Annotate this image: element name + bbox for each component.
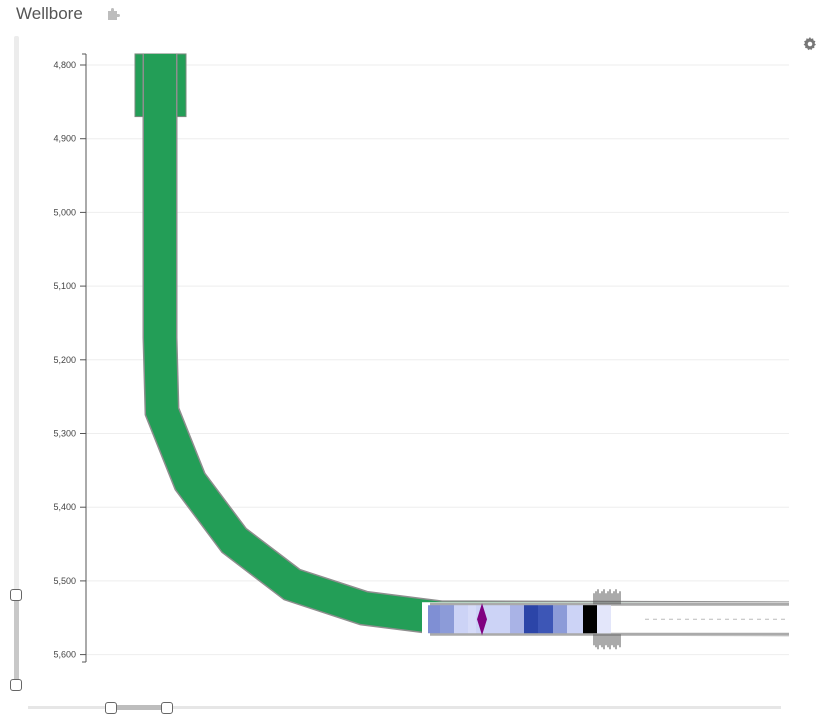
grid-lines [86,64,789,656]
completion-segment [583,605,597,634]
wellbore-trajectory[interactable] [134,53,824,637]
completion-segment [567,605,583,634]
horizontal-range-slider-selection[interactable] [112,705,168,710]
completion-segments[interactable] [422,589,822,650]
completion-segment [510,605,524,634]
completion-segment [538,605,553,634]
horizontal-slider-handle-left[interactable] [105,702,117,714]
vertical-slider-handle-bottom[interactable] [10,679,22,691]
tick-label: 4,900 [53,134,76,144]
horizontal-slider-handle-right[interactable] [161,702,173,714]
panel-header: Wellbore [0,0,824,30]
puzzle-icon[interactable] [105,6,121,22]
tick-label: 5,500 [53,576,76,586]
panel-title: Wellbore [16,4,83,23]
vertical-range-slider-selection[interactable] [14,596,19,685]
wellbore-diagram: 4,800 4,900 5,000 5,100 5,200 5,300 5,400 5,500… [53,53,824,663]
tick-label: 5,400 [53,502,76,512]
horizontal-range-slider-track[interactable] [28,706,781,709]
tick-label: 5,100 [53,281,76,291]
completion-segment [597,605,611,634]
tick-label: 4,800 [53,60,76,70]
completion-segment [454,605,468,634]
completion-segment [440,605,454,634]
wellbore-body [144,53,789,635]
tick-label: 5,600 [53,650,76,660]
vertical-range-slider-track[interactable] [14,36,19,685]
depth-axis: 4,800 4,900 5,000 5,100 5,200 5,300 5,400 5,500… [53,53,87,663]
completion-segment [468,605,476,634]
completion-segment [553,605,567,634]
completion-segment [524,605,538,634]
tick-label: 5,300 [53,429,76,439]
packer-marker [477,603,487,636]
tick-label: 5,200 [53,355,76,365]
gear-icon[interactable] [803,37,817,51]
vertical-slider-handle-top[interactable] [10,589,22,601]
tick-label: 5,000 [53,207,76,217]
completion-segment [428,605,440,634]
